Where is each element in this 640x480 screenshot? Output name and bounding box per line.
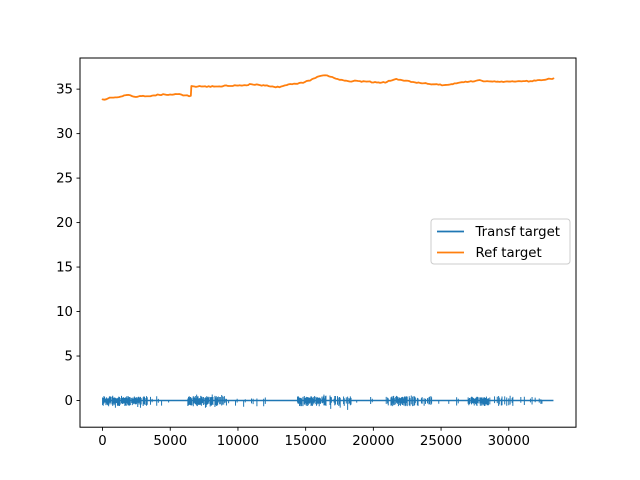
y-tick-label: 30	[56, 127, 73, 142]
y-axis: 0 5 10 15 20 25 30 35	[56, 83, 80, 409]
y-tick-label: 10	[56, 305, 73, 320]
ref-target-line	[101, 74, 555, 101]
x-tick-label: 5000	[153, 434, 187, 449]
x-tick-label: 15000	[285, 434, 327, 449]
legend-label-transf-target: Transf target	[475, 225, 560, 240]
x-axis: 0 5000 10000 15000 20000 25000 30000	[98, 427, 530, 449]
series-transf-target	[102, 394, 554, 410]
axes-border	[79, 57, 577, 428]
y-tick-label: 20	[56, 216, 73, 231]
y-tick-label: 15	[56, 261, 73, 276]
y-tick-label: 0	[65, 394, 73, 409]
transf-target-spikes	[102, 394, 543, 410]
x-tick-label: 0	[98, 434, 106, 449]
series-ref-target	[101, 74, 555, 101]
x-tick-label: 30000	[488, 434, 530, 449]
y-tick-label: 25	[56, 172, 73, 187]
y-tick-label: 5	[65, 350, 73, 365]
x-tick-label: 20000	[352, 434, 394, 449]
x-tick-label: 25000	[420, 434, 462, 449]
y-tick-label: 35	[56, 83, 73, 98]
legend-label-ref-target: Ref target	[476, 246, 542, 261]
x-tick-label: 10000	[217, 434, 259, 449]
legend: Transf target Ref target	[430, 218, 571, 265]
legend-box	[430, 218, 571, 265]
